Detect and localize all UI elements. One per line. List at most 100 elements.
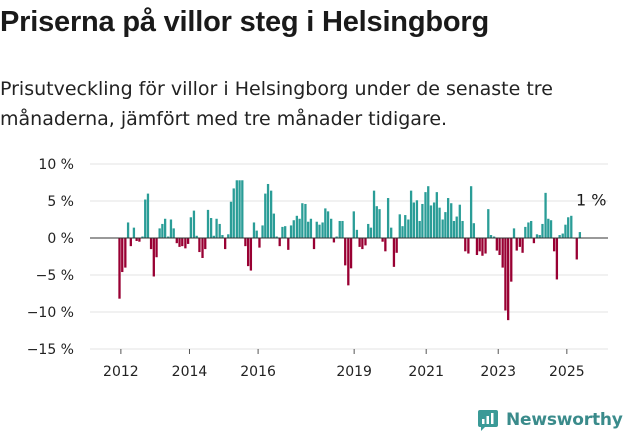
bar: [467, 238, 470, 254]
bar: [149, 238, 153, 250]
bar: [146, 193, 150, 238]
bar: [432, 202, 436, 238]
bar: [309, 218, 313, 238]
bar: [158, 228, 161, 238]
bar: [172, 228, 175, 238]
bar: [330, 218, 333, 238]
bar: [438, 207, 441, 238]
bar: [126, 222, 130, 238]
bar: [535, 234, 539, 238]
bar: [386, 198, 390, 238]
bar: [427, 186, 430, 238]
bar: [407, 219, 410, 238]
last-value-annotation: 1 %: [576, 191, 606, 210]
bar: [452, 220, 456, 238]
bar: [235, 180, 238, 238]
bar: [167, 236, 170, 238]
bar: [547, 218, 550, 238]
bar: [255, 230, 258, 238]
bar: [321, 222, 324, 238]
bar: [229, 201, 233, 238]
bar: [530, 220, 533, 238]
bar: [515, 238, 518, 251]
bar: [318, 224, 321, 238]
bar: [510, 238, 513, 282]
bar: [570, 215, 573, 238]
bar: [181, 238, 184, 247]
bar: [489, 235, 493, 238]
bar: [544, 192, 547, 238]
bar: [347, 238, 350, 286]
bar: [332, 238, 336, 243]
bar: [189, 217, 193, 238]
x-tick-label: 2014: [172, 364, 208, 380]
bar: [461, 220, 464, 238]
bar: [501, 238, 504, 268]
bar: [244, 238, 247, 247]
bar: [252, 222, 256, 238]
bar: [578, 232, 582, 238]
bar: [169, 219, 173, 238]
bar: [532, 238, 536, 244]
bar: [435, 192, 438, 238]
bar: [372, 190, 376, 238]
bar: [121, 238, 124, 273]
bar: [284, 226, 287, 238]
chart-bars: [118, 180, 582, 321]
bar: [163, 218, 167, 238]
bar: [552, 238, 556, 252]
bar: [341, 220, 344, 238]
bar: [141, 236, 144, 238]
bar: [518, 238, 521, 247]
bar: [390, 227, 393, 238]
bar: [424, 192, 427, 238]
x-tick-label: 2012: [103, 364, 139, 380]
bar: [184, 238, 187, 249]
bar: [272, 213, 276, 238]
bar: [344, 238, 347, 266]
bar: [312, 238, 316, 250]
bar: [192, 210, 196, 238]
bar: [361, 238, 364, 250]
bar: [307, 221, 310, 238]
bar: [484, 238, 487, 254]
bar: [227, 234, 230, 238]
bar: [412, 202, 415, 238]
bar: [249, 238, 253, 271]
bar: [281, 226, 284, 238]
bar: [367, 223, 370, 238]
bar: [138, 238, 141, 242]
bar: [555, 238, 559, 280]
bar: [161, 223, 164, 238]
bar: [492, 236, 496, 238]
bar: [469, 186, 473, 238]
bar: [495, 238, 498, 251]
bar: [246, 238, 250, 267]
bar: [221, 235, 224, 238]
bar: [384, 238, 387, 252]
bar: [301, 203, 304, 238]
brand-name: Newsworthy: [506, 410, 623, 430]
bar: [209, 218, 213, 238]
bar: [481, 238, 484, 256]
bar: [549, 220, 553, 238]
bar: [409, 190, 413, 238]
bar: [352, 211, 355, 238]
bar: [289, 225, 293, 238]
y-tick-label: 5 %: [47, 194, 74, 210]
bar: [298, 218, 301, 238]
bar: [378, 209, 381, 238]
bar: [261, 225, 264, 238]
bar: [195, 235, 198, 238]
bar: [527, 222, 530, 238]
bar: [326, 211, 330, 238]
bar: [186, 238, 190, 244]
bar: [498, 238, 501, 256]
newsworthy-brand: Newsworthy: [476, 408, 623, 432]
bar: [364, 238, 367, 246]
bar: [266, 183, 270, 238]
bar: [118, 238, 121, 299]
bar: [129, 238, 132, 247]
bar: [269, 190, 273, 238]
bar: [144, 199, 147, 238]
